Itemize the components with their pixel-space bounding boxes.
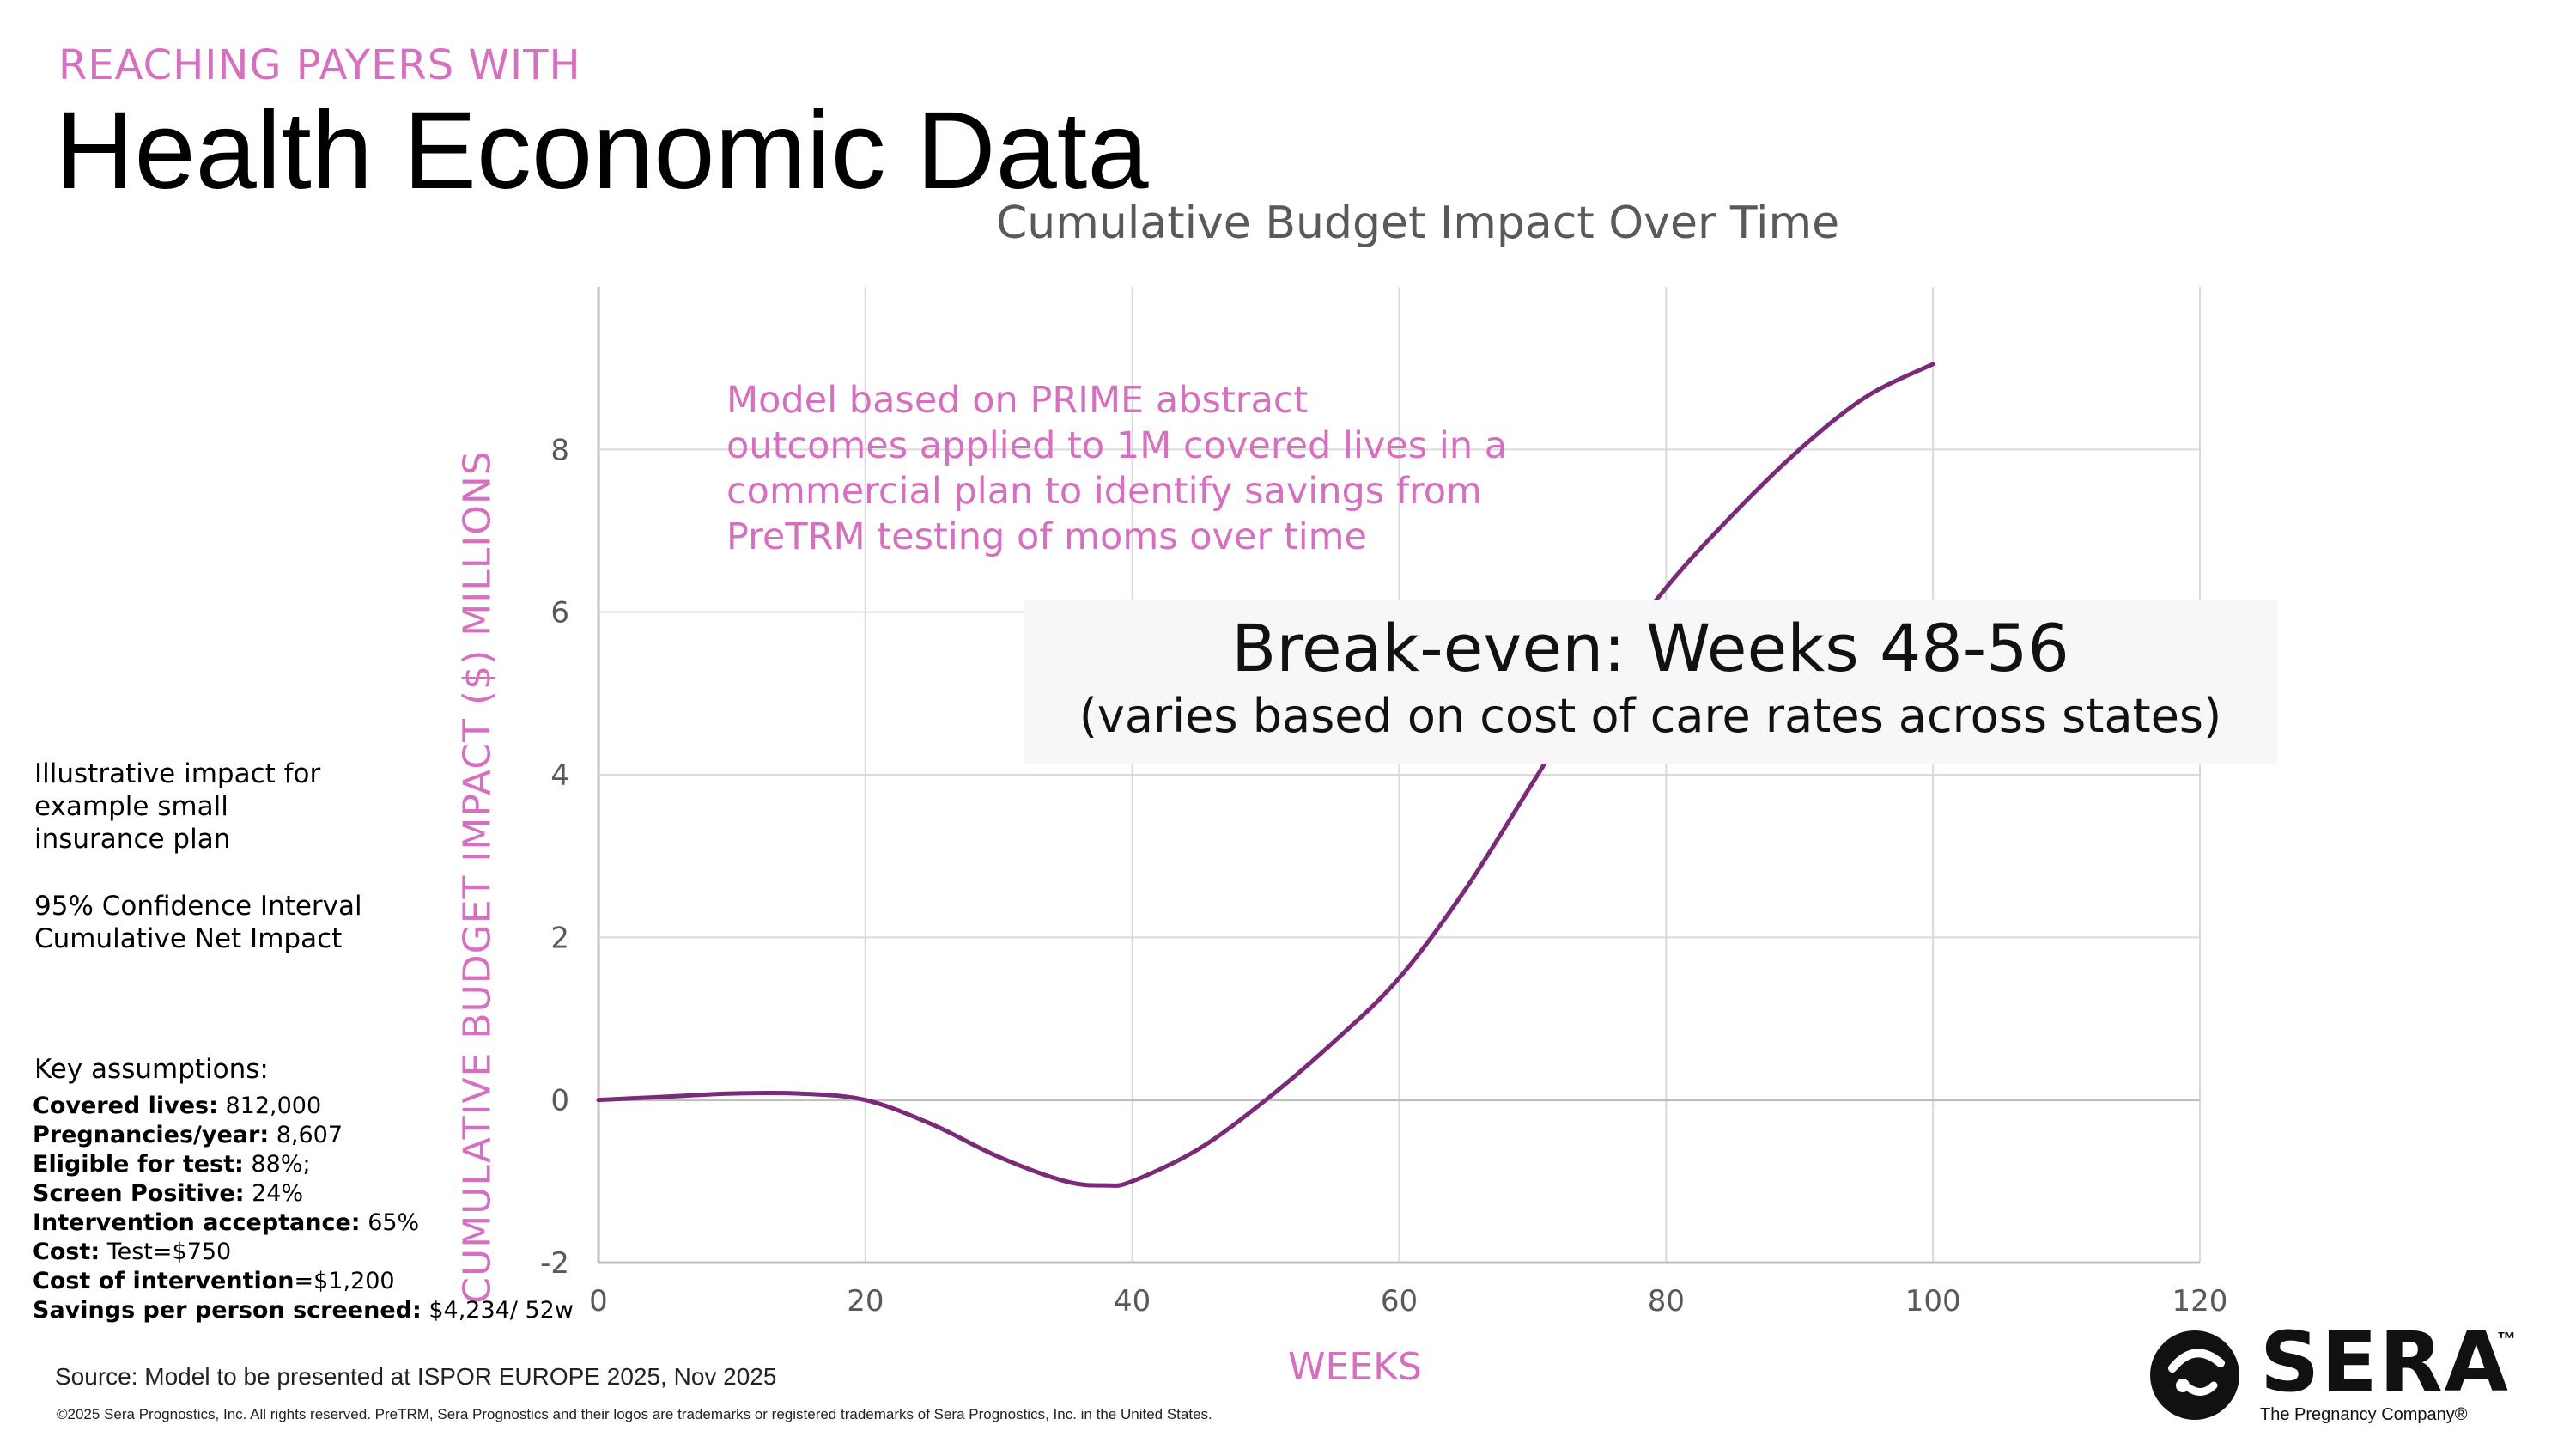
assumptions-list: Covered lives: 812,000 Pregnancies/year:… [33, 1092, 574, 1325]
x-axis-label: WEEKS [1288, 1345, 1422, 1389]
chart-title: Cumulative Budget Impact Over Time [996, 198, 1840, 249]
x-tick-label: 40 [1114, 1284, 1151, 1318]
assumption-item: Cost: Test=$750 [33, 1239, 232, 1265]
key-assumptions-title: Key assumptions: [34, 1054, 269, 1085]
x-tick-label: 60 [1381, 1284, 1418, 1318]
eyebrow-heading: REACHING PAYERS WITH [58, 41, 581, 89]
assumption-item: Eligible for test: 88%; [33, 1151, 311, 1178]
note-line: Cumulative Net Impact [34, 923, 343, 954]
assumption-item: Intervention acceptance: 65% [33, 1209, 420, 1236]
assumption-item: Savings per person screened: $4,234/ 52w [33, 1297, 574, 1324]
illustrative-note: Illustrative impact for example small in… [34, 758, 320, 855]
annotation-line: commercial plan to identify savings from [726, 470, 1482, 513]
annotation-line: PreTRM testing of moms over time [726, 515, 1367, 558]
breakeven-subtitle: (varies based on cost of care rates acro… [1078, 689, 2222, 743]
y-tick-label: 6 [550, 596, 569, 630]
y-tick-label: 0 [550, 1084, 569, 1118]
copyright-note: ©2025 Sera Prognostics, Inc. All rights … [57, 1406, 1212, 1422]
x-tick-label: 20 [847, 1284, 884, 1318]
note-line: insurance plan [34, 824, 231, 855]
confidence-note: 95% Confidence Interval Cumulative Net I… [34, 890, 362, 955]
annotation-line: outcomes applied to 1M covered lives in … [726, 424, 1508, 467]
assumption-item: Cost of intervention=$1,200 [33, 1268, 395, 1294]
breakeven-callout: Break-even: Weeks 48-56 (varies based on… [1024, 600, 2277, 764]
x-tick-label: 120 [2172, 1284, 2228, 1318]
assumption-item: Pregnancies/year: 8,607 [33, 1122, 343, 1148]
page-title: Health Economic Data [55, 89, 1149, 212]
note-line: example small [34, 791, 228, 822]
y-tick-label: 4 [550, 758, 569, 793]
logo-wordmark: SERA [2260, 1314, 2510, 1410]
assumption-item: Screen Positive: 24% [33, 1180, 304, 1207]
note-line: 95% Confidence Interval [34, 891, 362, 922]
x-tick-label: 80 [1648, 1284, 1685, 1318]
y-tick-label: 8 [550, 433, 569, 467]
y-tick-label: 2 [550, 921, 569, 955]
x-tick-label: 0 [589, 1284, 608, 1318]
note-line: Illustrative impact for [34, 758, 321, 789]
annotation-line: Model based on PRIME abstract [726, 379, 1309, 422]
y-tick-label: -2 [540, 1246, 569, 1281]
logo-tagline: The Pregnancy Company® [2260, 1405, 2468, 1424]
x-tick-label: 100 [1905, 1284, 1961, 1318]
breakeven-title: Break-even: Weeks 48-56 [1231, 610, 2069, 686]
series-line-cumulative-net-impact [596, 362, 1935, 1188]
assumption-item: Covered lives: 812,000 [33, 1093, 322, 1119]
logo-trademark: ™ [2497, 1328, 2516, 1349]
model-annotation: Model based on PRIME abstract outcomes a… [726, 378, 1585, 560]
source-note: Source: Model to be presented at ISPOR E… [55, 1363, 777, 1390]
sera-logo-icon [2150, 1330, 2239, 1420]
